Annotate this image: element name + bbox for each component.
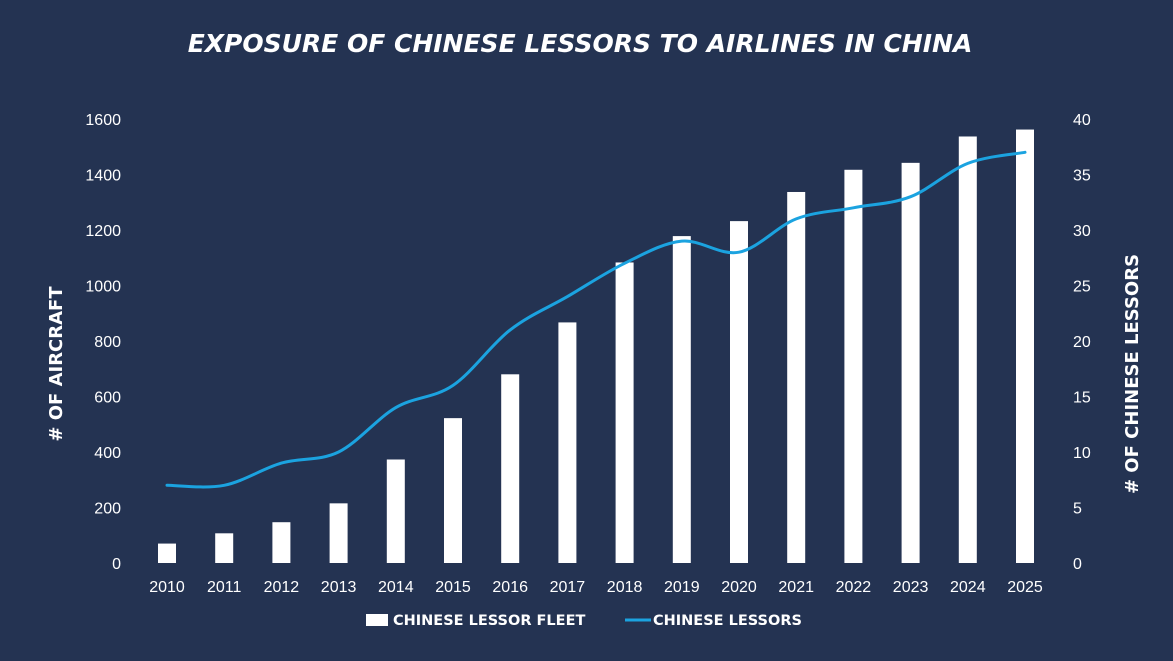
x-tick-label: 2017 — [550, 579, 586, 596]
x-tick-label: 2011 — [207, 579, 242, 596]
y2-tick-label: 10 — [1073, 445, 1091, 462]
x-tick-label: 2012 — [264, 579, 300, 596]
y-tick-label: 1000 — [85, 279, 121, 296]
x-tick-label: 2010 — [149, 579, 185, 596]
x-tick-label: 2013 — [321, 579, 357, 596]
y2-tick-label: 25 — [1073, 279, 1091, 296]
x-tick-label: 2025 — [1007, 579, 1043, 596]
y2-tick-label: 30 — [1073, 223, 1091, 240]
y2-tick-label: 5 — [1073, 501, 1082, 518]
y-tick-label: 600 — [94, 390, 121, 407]
bar-2016 — [501, 374, 520, 563]
x-tick-label: 2019 — [664, 579, 700, 596]
legend: CHINESE LESSOR FLEET CHINESE LESSORS — [366, 613, 802, 629]
bar-series — [158, 129, 1034, 564]
line-series — [165, 150, 1027, 489]
x-tick-label: 2015 — [435, 579, 471, 596]
bar-2013 — [329, 503, 348, 563]
y-tick-label: 1600 — [85, 112, 121, 129]
bar-2024 — [958, 136, 977, 564]
bar-2019 — [672, 236, 691, 564]
chart-title: EXPOSURE OF CHINESE LESSORS TO AIRLINES … — [188, 29, 973, 58]
bar-2018 — [615, 262, 634, 563]
y2-axis-label: # OF CHINESE LESSORS — [1122, 254, 1143, 494]
x-axis-ticks: 2010 2011 2012 2013 2014 2015 2016 2017 2018 2019… — [149, 579, 1043, 596]
y-tick-label: 1200 — [85, 223, 121, 240]
bar-2017 — [558, 322, 577, 563]
y-tick-label: 0 — [112, 556, 121, 573]
y2-tick-label: 40 — [1073, 112, 1091, 129]
x-tick-label: 2022 — [836, 579, 872, 596]
bar-2010 — [158, 543, 176, 563]
bar-2020 — [730, 221, 748, 563]
y-tick-label: 800 — [94, 334, 121, 351]
bar-2015 — [444, 418, 462, 563]
x-tick-label: 2023 — [893, 579, 929, 596]
bar-2012 — [272, 522, 291, 563]
y-axis-ticks: 0 200 400 600 800 1000 1200 1400 1600 — [85, 112, 121, 573]
y-tick-label: 1400 — [85, 168, 121, 185]
x-tick-label: 2014 — [378, 579, 414, 596]
bar-2025 — [1016, 129, 1034, 564]
x-tick-label: 2016 — [492, 579, 528, 596]
x-tick-label: 2018 — [607, 579, 643, 596]
legend-swatch-fleet — [366, 614, 388, 626]
y2-tick-label: 0 — [1073, 556, 1082, 573]
y2-tick-label: 35 — [1073, 168, 1091, 185]
legend-label-lessors: CHINESE LESSORS — [653, 613, 802, 629]
bar-2023 — [901, 162, 920, 563]
x-tick-label: 2024 — [950, 579, 986, 596]
y-tick-label: 200 — [94, 501, 121, 518]
legend-label-fleet: CHINESE LESSOR FLEET — [393, 613, 585, 629]
bar-2014 — [386, 459, 405, 563]
x-tick-label: 2020 — [721, 579, 757, 596]
bar-2021 — [787, 191, 806, 564]
y-axis-label: # OF AIRCRAFT — [46, 286, 67, 442]
x-tick-label: 2021 — [778, 579, 814, 596]
lessors-line — [165, 150, 1027, 489]
y2-axis-ticks: 0 5 10 15 20 25 30 35 40 — [1073, 112, 1091, 573]
y-tick-label: 400 — [94, 445, 121, 462]
y2-tick-label: 15 — [1073, 390, 1091, 407]
y2-tick-label: 20 — [1073, 334, 1091, 351]
bar-2011 — [215, 533, 234, 563]
bar-2022 — [844, 169, 863, 563]
